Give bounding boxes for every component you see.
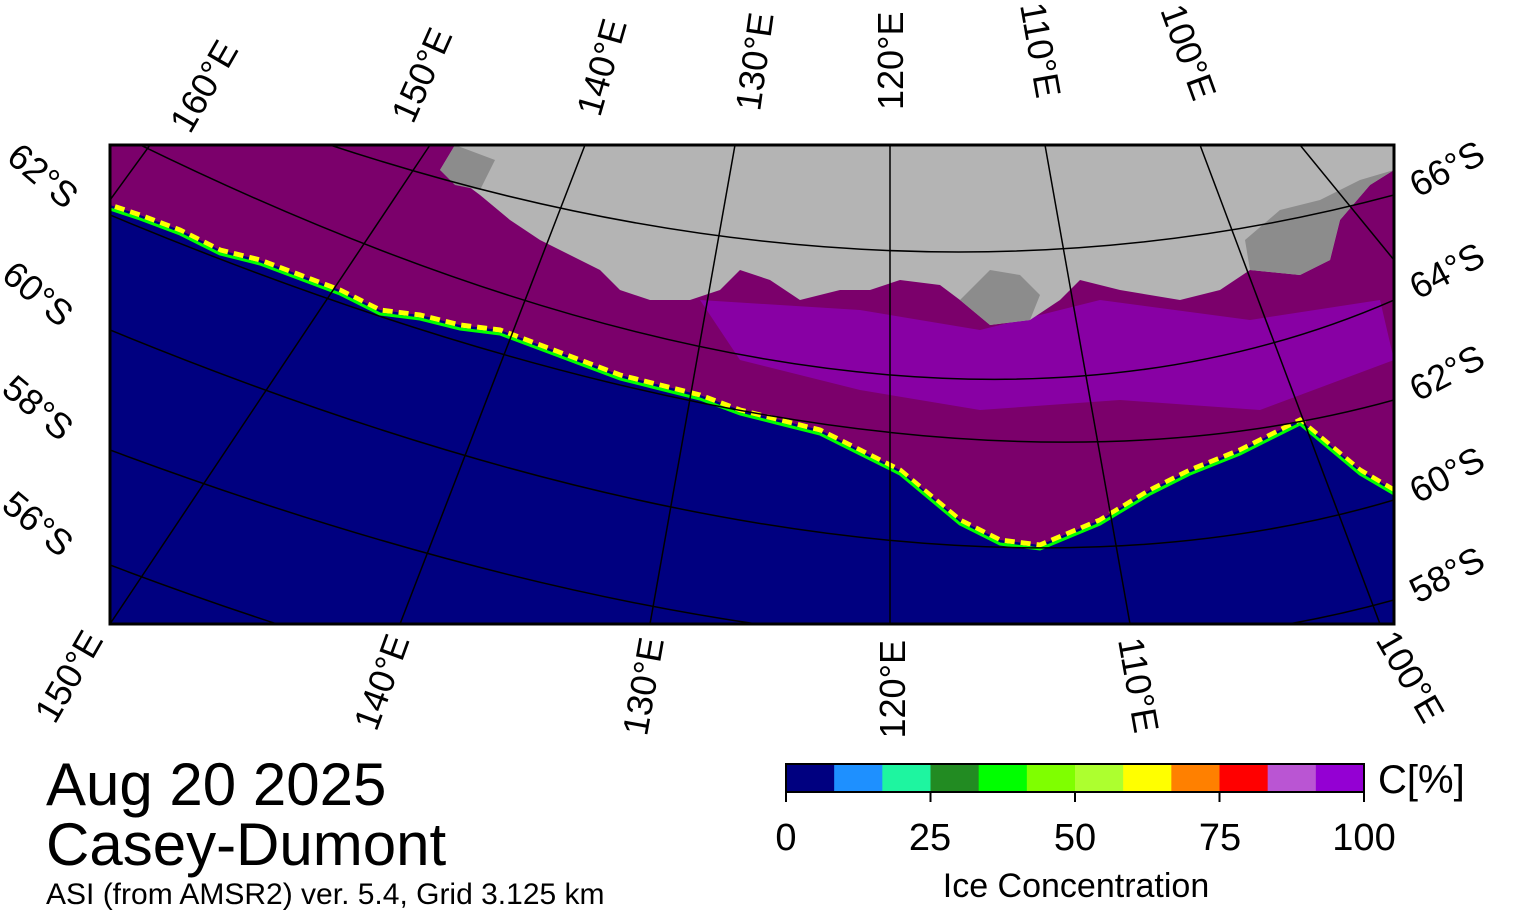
lat-label: 62°S	[1403, 336, 1492, 409]
colorbar-swatch	[1171, 764, 1220, 792]
lon-label: 120°E	[872, 640, 913, 738]
map-date: Aug 20 2025	[46, 751, 387, 818]
colorbar-swatch	[786, 764, 835, 792]
lon-label: 150°E	[383, 22, 461, 129]
lon-label: 120°E	[870, 12, 911, 110]
lon-label: 130°E	[727, 10, 781, 113]
bottom-longitude-labels: 150°E 140°E 130°E 120°E 110°E 100°E	[26, 624, 1453, 739]
colorbar-title: Ice Concentration	[942, 867, 1210, 905]
colorbar-swatch	[1315, 764, 1365, 792]
colorbar-tick-label: 100	[1332, 817, 1396, 859]
lon-label: 110°E	[1012, 0, 1069, 101]
colorbar-tick-label: 25	[908, 817, 952, 859]
colorbar-swatch	[1219, 764, 1269, 792]
colorbar	[785, 763, 1365, 802]
colorbar-swatch	[1026, 764, 1076, 792]
colorbar-swatch	[834, 764, 883, 792]
colorbar-tick-label: 0	[775, 817, 797, 859]
lat-label: 60°S	[1403, 438, 1492, 511]
left-latitude-labels: 62°S 60°S 58°S 56°S	[0, 135, 86, 565]
marginal-ice-fringe	[110, 202, 1394, 548]
antarctica-land	[440, 145, 1394, 325]
lon-label: 140°E	[345, 629, 417, 736]
lon-label: 150°E	[26, 624, 111, 730]
colorbar-swatch	[1267, 764, 1317, 792]
lon-label: 140°E	[568, 14, 635, 120]
lat-label: 64°S	[1403, 234, 1492, 307]
top-longitude-labels: 160°E 150°E 140°E 130°E 120°E 110°E 100°…	[161, 0, 1224, 139]
ice-shelf	[440, 145, 495, 190]
right-latitude-labels: 66°S 64°S 62°S 60°S 58°S	[1403, 132, 1492, 611]
map-frame	[108, 143, 1396, 626]
data-source: ASI (from AMSR2) ver. 5.4, Grid 3.125 km	[46, 878, 605, 911]
ice-shelf	[960, 270, 1040, 325]
colorbar-swatch	[930, 764, 980, 792]
colorbar-tick-label: 50	[1053, 817, 1097, 859]
lon-label: 160°E	[161, 33, 246, 139]
map-region: Casey-Dumont	[46, 811, 447, 878]
lat-label: 56°S	[0, 483, 81, 565]
lon-label: 100°E	[1152, 0, 1224, 105]
colorbar-swatch	[978, 764, 1028, 792]
ice-shelf	[1245, 170, 1394, 275]
lat-label: 62°S	[0, 135, 86, 217]
colorbar-unit: C[%]	[1378, 758, 1465, 802]
medium-ice-patch	[700, 300, 1394, 410]
lon-label: 110°E	[1110, 634, 1167, 735]
colorbar-tick-label: 75	[1198, 817, 1242, 859]
colorbar-swatch	[1123, 764, 1172, 792]
map-area	[110, 145, 1394, 624]
lat-label: 58°S	[0, 367, 81, 449]
lon-label: 100°E	[1368, 624, 1453, 730]
colorbar-swatch	[882, 764, 931, 792]
lat-label: 60°S	[0, 253, 81, 335]
lat-label: 66°S	[1403, 132, 1492, 205]
colorbar-swatch	[1075, 764, 1124, 792]
graticule	[110, 145, 1394, 624]
lon-label: 130°E	[614, 634, 671, 738]
lat-label: 58°S	[1403, 538, 1492, 611]
